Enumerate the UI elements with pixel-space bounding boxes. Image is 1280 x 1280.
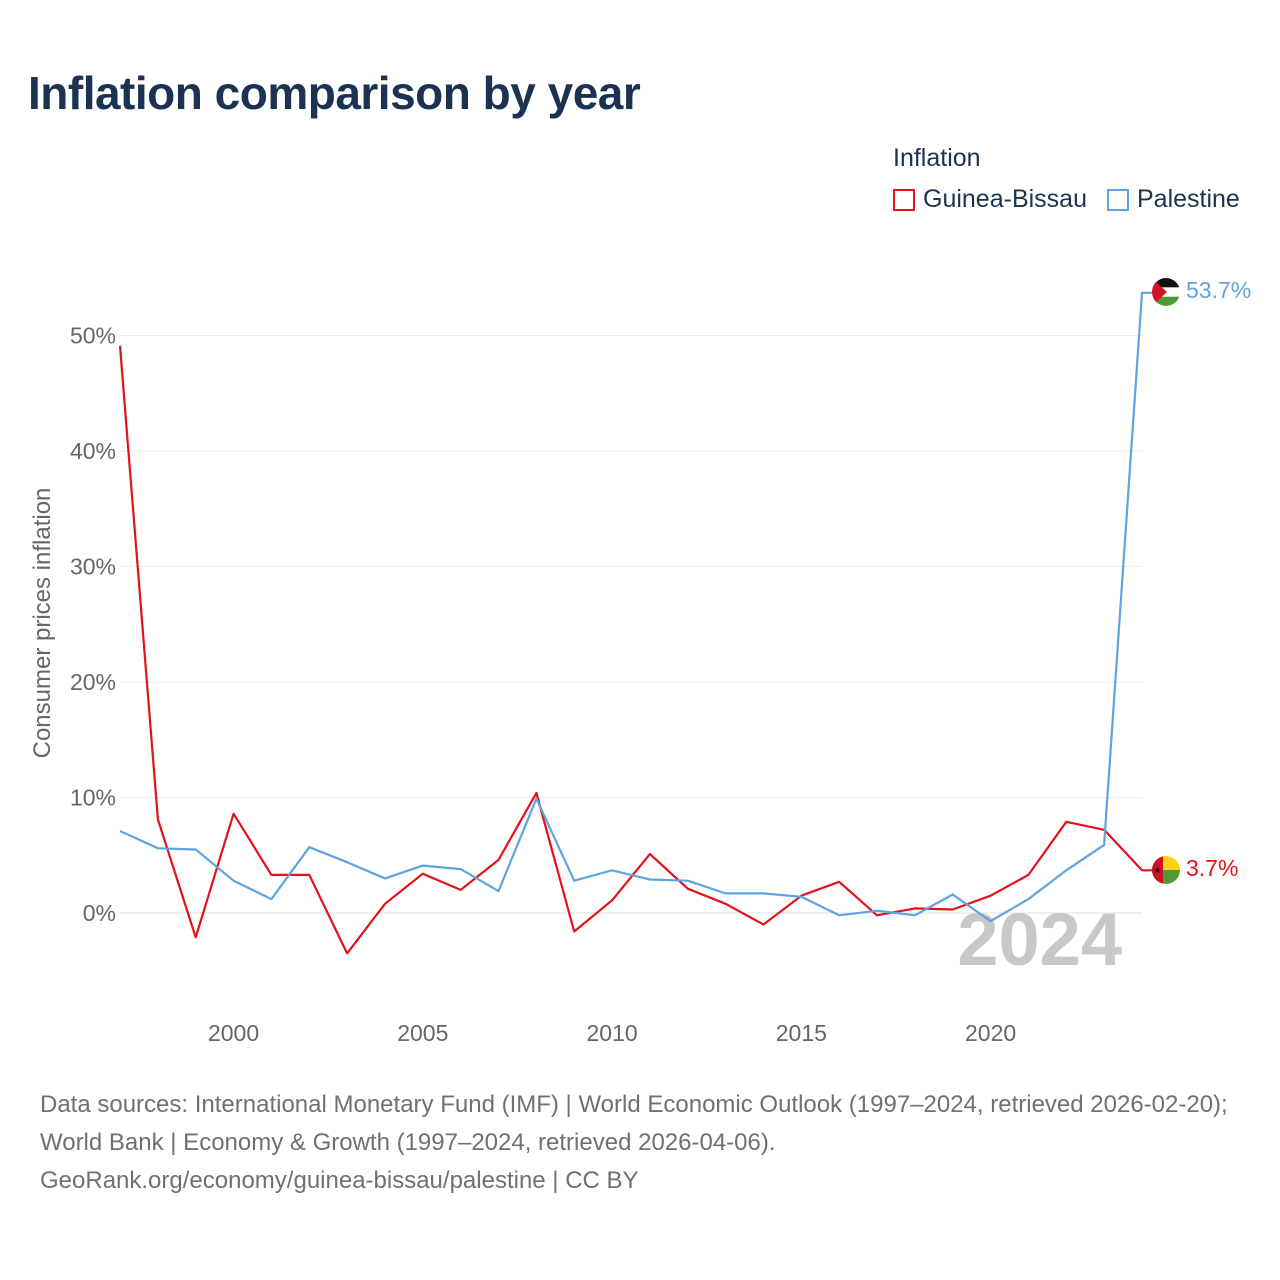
gridlines — [120, 335, 1142, 914]
credit-text: GeoRank.org/economy/guinea-bissau/palest… — [40, 1167, 639, 1194]
line-chart: 0% 10% 20% 30% 40% 50% 2000 2005 2010 2015 2020 2… — [29, 277, 1251, 1046]
x-tick-label: 2015 — [776, 1020, 827, 1046]
current-year-watermark: 2024 — [957, 898, 1122, 981]
y-axis-ticks: 0% 10% 20% 30% 40% 50% — [70, 323, 116, 927]
x-tick-label: 2010 — [586, 1020, 637, 1046]
x-tick-label: 2000 — [208, 1020, 259, 1046]
palestine-end-label: 53.7% — [1186, 277, 1251, 303]
y-axis-label: Consumer prices inflation — [29, 488, 56, 759]
legend-swatch-guinea-bissau — [893, 188, 915, 211]
y-tick-label: 40% — [70, 438, 116, 464]
guinea-bissau-end-label: 3.7% — [1186, 855, 1238, 881]
x-axis-ticks: 2000 2005 2010 2015 2020 — [208, 1020, 1016, 1046]
guinea-bissau-flag-icon — [1152, 856, 1180, 884]
legend-swatch-palestine — [1106, 188, 1129, 211]
data-sources: Data sources: International Monetary Fun… — [40, 1086, 1250, 1200]
legend-label-palestine: Palestine — [1136, 185, 1240, 213]
y-tick-label: 50% — [70, 323, 116, 349]
series-line-palestine[interactable] — [119, 291, 1156, 923]
y-tick-label: 20% — [70, 669, 116, 695]
x-tick-label: 2020 — [965, 1020, 1016, 1046]
legend-label-guinea-bissau: Guinea-Bissau — [923, 185, 1087, 213]
legend: Guinea-Bissau Palestine — [893, 185, 1240, 214]
x-tick-label: 2005 — [397, 1020, 448, 1046]
chart-title: Inflation comparison by year — [28, 67, 641, 119]
series-lines — [118, 291, 1156, 955]
sources-text: Data sources: International Monetary Fun… — [40, 1091, 1228, 1156]
legend-title: Inflation — [893, 144, 981, 172]
series-line-guinea-bissau[interactable] — [118, 345, 1156, 955]
legend-item-guinea-bissau[interactable]: Guinea-Bissau — [893, 185, 1087, 214]
y-tick-label: 10% — [70, 785, 116, 811]
y-tick-label: 0% — [83, 900, 116, 926]
legend-item-palestine[interactable]: Palestine — [1106, 185, 1240, 214]
palestine-flag-icon — [1152, 278, 1180, 306]
y-tick-label: 30% — [70, 554, 116, 580]
